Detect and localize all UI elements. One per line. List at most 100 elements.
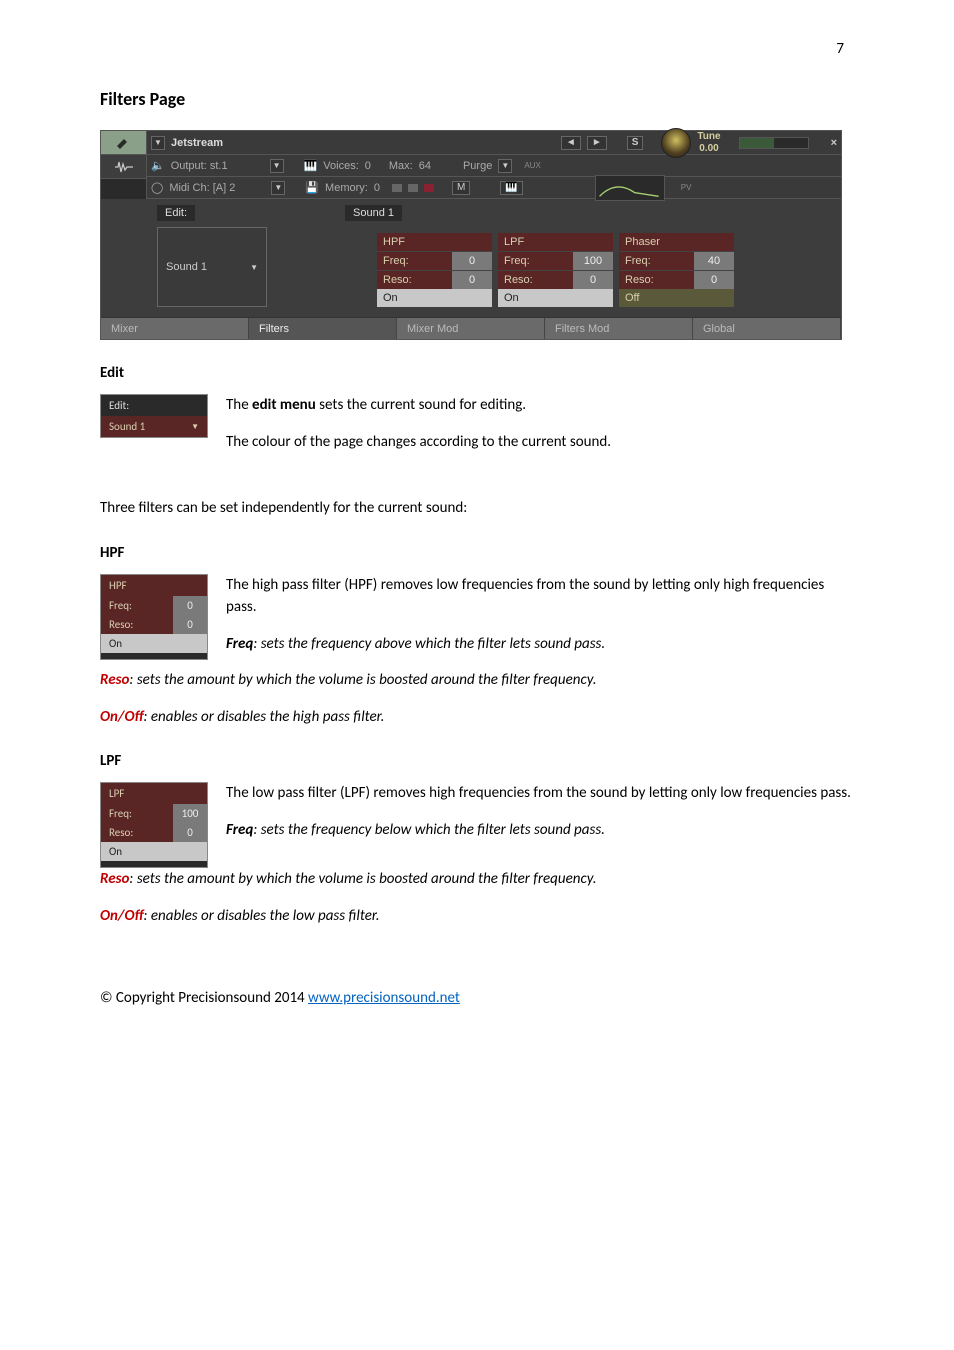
lpf-reso-desc: Reso: sets the amount by which the volum…: [100, 868, 854, 891]
hpf-reso-desc: Reso: sets the amount by which the volum…: [100, 669, 854, 692]
edit-menu-widget: Edit: Sound 1 ▼: [100, 394, 208, 438]
edit-paragraph-2: The colour of the page changes according…: [100, 431, 854, 454]
lpf-widget: LPF Freq:100 Reso:0 On: [100, 782, 208, 868]
hpf-toggle[interactable]: On: [101, 634, 207, 653]
filter-freq-value[interactable]: 100: [573, 252, 613, 270]
solo-button[interactable]: S: [627, 136, 644, 150]
midi-dropdown-icon[interactable]: ▼: [271, 181, 285, 195]
filter-freq-value[interactable]: 40: [694, 252, 734, 270]
filter-toggle[interactable]: On: [377, 289, 492, 307]
output-label: Output: st.1: [171, 160, 228, 172]
filter-toggle[interactable]: On: [498, 289, 613, 307]
hpf-freq-value[interactable]: 0: [173, 596, 207, 615]
pv-label: PV: [681, 183, 692, 192]
filters-screenshot: ▼ Jetstream ◄ ► S Tune 0.00: [100, 130, 842, 340]
hpf-heading: HPF: [100, 544, 854, 562]
filter-column: LPFFreq:100Reso:0On: [498, 233, 613, 307]
lpf-freq-label: Freq:: [101, 804, 173, 823]
tab-global[interactable]: Global: [693, 318, 841, 339]
lpf-reso-label: Reso:: [101, 823, 173, 842]
edit-widget-label: Edit:: [101, 395, 207, 416]
filter-freq-label: Freq:: [377, 252, 452, 270]
filter-freq-label: Freq:: [619, 252, 694, 270]
tune-value: 0.00: [699, 143, 718, 154]
tab-filters-mod[interactable]: Filters Mod: [545, 318, 693, 339]
filter-freq-label: Freq:: [498, 252, 573, 270]
memory-icon: 💾: [305, 181, 319, 194]
voices-value: 0: [365, 160, 371, 172]
filter-header: Phaser: [619, 233, 734, 251]
filter-reso-value[interactable]: 0: [694, 271, 734, 289]
hpf-onoff-desc: On/Off: enables or disables the high pas…: [100, 706, 854, 729]
sound-dropdown[interactable]: Sound 1 ▼: [157, 227, 267, 307]
edit-heading: Edit: [100, 364, 854, 382]
memory-value: 0: [374, 182, 380, 194]
edit-label: Edit:: [157, 205, 195, 221]
memory-label: Memory:: [325, 182, 368, 194]
sound-header-label: Sound 1: [345, 205, 402, 221]
voices-icon: 🎹: [304, 159, 318, 172]
voices-label: Voices:: [323, 160, 358, 172]
mute-button[interactable]: M: [452, 181, 470, 195]
hpf-widget: HPF Freq:0 Reso:0 On: [100, 574, 208, 660]
edit-widget-dropdown[interactable]: Sound 1 ▼: [101, 416, 207, 437]
filter-reso-value[interactable]: 0: [452, 271, 492, 289]
purge-dropdown-icon[interactable]: ▼: [498, 159, 512, 173]
chevron-down-icon: ▼: [191, 422, 199, 432]
filter-column: PhaserFreq:40Reso:0Off: [619, 233, 734, 307]
lpf-widget-header: LPF: [101, 783, 207, 804]
instrument-title: Jetstream: [171, 137, 223, 149]
copyright: © Copyright Precisionsound 2014 www.prec…: [100, 987, 854, 1010]
lpf-toggle[interactable]: On: [101, 842, 207, 861]
edit-widget-sound: Sound 1: [109, 420, 145, 433]
hpf-freq-label: Freq:: [101, 596, 173, 615]
hpf-reso-label: Reso:: [101, 615, 173, 634]
filter-column: HPFFreq:0Reso:0On: [377, 233, 492, 307]
title-dropdown-icon[interactable]: ▼: [151, 136, 165, 150]
aux-label: AUX: [524, 161, 540, 170]
hpf-freq-desc: Freq: sets the frequency above which the…: [100, 633, 854, 656]
filter-toggle[interactable]: Off: [619, 289, 734, 307]
hpf-reso-value[interactable]: 0: [173, 615, 207, 634]
close-icon[interactable]: ×: [831, 137, 837, 149]
output-dropdown-icon[interactable]: ▼: [270, 159, 284, 173]
filter-reso-value[interactable]: 0: [573, 271, 613, 289]
lpf-reso-value[interactable]: 0: [173, 823, 207, 842]
chevron-down-icon: ▼: [250, 263, 258, 272]
hpf-description: The high pass filter (HPF) removes low f…: [100, 574, 854, 619]
filter-freq-value[interactable]: 0: [452, 252, 492, 270]
midi-label: Midi Ch: [A] 2: [169, 182, 235, 194]
next-icon[interactable]: ►: [587, 136, 607, 150]
tab-filters[interactable]: Filters: [249, 318, 397, 339]
tab-mixer[interactable]: Mixer: [101, 318, 249, 339]
speaker-icon: 🔈: [151, 159, 165, 172]
wrench-icon[interactable]: [101, 131, 146, 155]
lpf-description: The low pass filter (LPF) removes high f…: [100, 782, 854, 805]
hpf-widget-header: HPF: [101, 575, 207, 596]
edit-paragraph-1: The edit menu sets the current sound for…: [100, 394, 854, 417]
page-title: Filters Page: [100, 88, 854, 110]
purge-label[interactable]: Purge: [463, 160, 492, 172]
lpf-heading: LPF: [100, 752, 854, 770]
max-value: 64: [419, 160, 431, 172]
midi-icon: ◯: [151, 181, 163, 194]
tab-mixer-mod[interactable]: Mixer Mod: [397, 318, 545, 339]
tune-knob[interactable]: [661, 128, 691, 158]
lpf-freq-desc: Freq: sets the frequency below which the…: [100, 819, 854, 842]
filter-reso-label: Reso:: [377, 271, 452, 289]
filter-reso-label: Reso:: [498, 271, 573, 289]
three-filters-paragraph: Three filters can be set independently f…: [100, 497, 854, 520]
filter-reso-label: Reso:: [619, 271, 694, 289]
filter-header: HPF: [377, 233, 492, 251]
lpf-freq-value[interactable]: 100: [173, 804, 207, 823]
envelope-display: [595, 175, 665, 201]
prev-icon[interactable]: ◄: [561, 136, 581, 150]
copyright-link[interactable]: www.precisionsound.net: [308, 989, 460, 1007]
tune-label: Tune: [697, 131, 720, 142]
filter-header: LPF: [498, 233, 613, 251]
lpf-onoff-desc: On/Off: enables or disables the low pass…: [100, 905, 854, 928]
key-icon[interactable]: 🎹: [500, 181, 522, 195]
sound-dropdown-label: Sound 1: [166, 261, 207, 273]
max-label: Max:: [389, 160, 413, 172]
waveform-icon[interactable]: [101, 155, 146, 179]
